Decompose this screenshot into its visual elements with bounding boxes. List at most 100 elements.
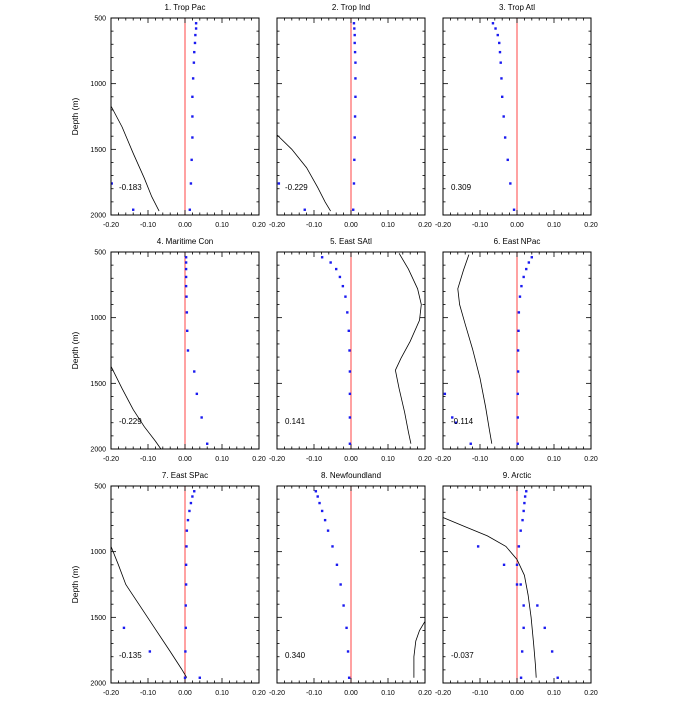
x-tick-label: -0.20 <box>269 222 285 229</box>
data-point <box>184 583 188 586</box>
data-point <box>516 392 519 396</box>
x-tick-label: 0.10 <box>381 690 395 697</box>
data-point <box>318 501 321 505</box>
x-tick-label: -0.10 <box>140 222 156 229</box>
data-point <box>512 208 516 211</box>
data-point <box>185 295 188 298</box>
data-point <box>186 329 189 332</box>
y-tick-label: 500 <box>94 16 106 23</box>
data-point <box>451 416 454 419</box>
profile-curve <box>110 105 160 212</box>
data-point <box>527 261 531 264</box>
data-point <box>354 61 357 64</box>
data-point <box>506 158 509 162</box>
data-point <box>353 136 356 139</box>
data-point <box>193 41 197 45</box>
data-point <box>516 416 519 419</box>
data-point <box>516 442 519 445</box>
data-point <box>329 261 332 264</box>
data-point <box>352 22 356 25</box>
correlation-value: 0.309 <box>451 183 472 192</box>
data-point <box>517 311 521 314</box>
data-point <box>314 490 318 493</box>
data-point <box>354 95 357 98</box>
correlation-value: -0.037 <box>451 651 474 660</box>
data-point <box>521 518 524 522</box>
panel-3: 3. Trop Atl -0.20 -0.10 0.00 0.10 0.20 0.309 <box>435 3 598 229</box>
x-tick-label: -0.20 <box>269 456 285 463</box>
data-point <box>476 545 480 548</box>
data-point <box>345 626 348 630</box>
x-tick-label: 0.10 <box>215 456 229 463</box>
data-point <box>556 676 559 679</box>
data-point <box>339 583 342 586</box>
x-tick-label: 0.10 <box>381 456 395 463</box>
correlation-value: -0.135 <box>119 651 142 660</box>
data-point <box>348 370 352 373</box>
data-point <box>494 27 497 30</box>
data-point <box>516 349 520 352</box>
x-tick-label: 0.20 <box>418 690 432 697</box>
panel-4: 4. Maritime Con -0.20 -0.10 0.00 0.10 0.20 500… <box>70 237 266 463</box>
data-point <box>184 256 188 259</box>
x-tick-label: 0.20 <box>252 690 266 697</box>
data-point <box>501 95 504 98</box>
x-tick-label: 0.00 <box>510 456 524 463</box>
data-point <box>491 22 495 25</box>
data-point <box>185 529 189 532</box>
data-point <box>522 509 525 513</box>
data-point <box>193 370 196 373</box>
data-point <box>522 275 525 279</box>
x-tick-label: 0.20 <box>584 222 598 229</box>
data-point <box>353 33 356 37</box>
plot-frame <box>276 485 426 684</box>
data-point <box>195 392 199 396</box>
y-axis-label: Depth (m) <box>70 97 80 135</box>
data-point <box>132 208 135 211</box>
x-tick-label: -0.20 <box>435 456 451 463</box>
x-tick-label: -0.10 <box>306 222 322 229</box>
profile-curve <box>110 366 162 450</box>
y-tick-label: 1500 <box>90 615 106 622</box>
data-point <box>530 256 533 259</box>
data-point <box>277 182 281 185</box>
data-point <box>191 495 194 498</box>
x-tick-label: 0.00 <box>178 690 192 697</box>
data-point <box>520 650 524 653</box>
x-tick-label: 0.20 <box>418 456 432 463</box>
data-point <box>454 421 458 424</box>
panel-6: 6. East NPac -0.20 -0.10 0.00 0.10 0.20 -0.114 <box>435 237 598 463</box>
data-point <box>344 295 347 298</box>
x-tick-label: -0.10 <box>472 222 488 229</box>
data-point <box>503 136 507 139</box>
data-point <box>185 545 188 548</box>
data-point <box>198 676 201 679</box>
y-tick-label: 1500 <box>90 381 106 388</box>
data-point <box>184 261 188 264</box>
correlation-value: -0.229 <box>285 183 308 192</box>
data-point <box>189 501 193 505</box>
plot-frame <box>276 17 426 216</box>
data-point <box>536 604 539 607</box>
plot-frame <box>110 485 260 684</box>
x-tick-label: 0.20 <box>584 456 598 463</box>
panel-7: 7. East SPac -0.20 -0.10 0.00 0.10 0.20 500 100… <box>70 471 266 697</box>
correlation-value: -0.229 <box>119 417 142 426</box>
profile-curve <box>110 546 188 678</box>
data-point <box>525 490 528 493</box>
panel-5: 5. East SAtl -0.20 -0.10 0.00 0.10 0.20 0.141 <box>269 237 432 463</box>
data-point <box>348 349 351 352</box>
data-point <box>186 518 190 522</box>
x-tick-label: 0.10 <box>547 456 561 463</box>
data-point <box>186 349 190 352</box>
data-point <box>194 33 197 37</box>
data-point <box>496 33 499 37</box>
x-tick-label: -0.10 <box>140 456 156 463</box>
profile-curve <box>442 517 537 678</box>
data-point <box>110 182 113 185</box>
data-point <box>515 563 519 566</box>
data-point <box>184 604 187 607</box>
data-point <box>523 495 527 498</box>
plot-frame <box>110 251 260 450</box>
data-point <box>348 416 352 419</box>
